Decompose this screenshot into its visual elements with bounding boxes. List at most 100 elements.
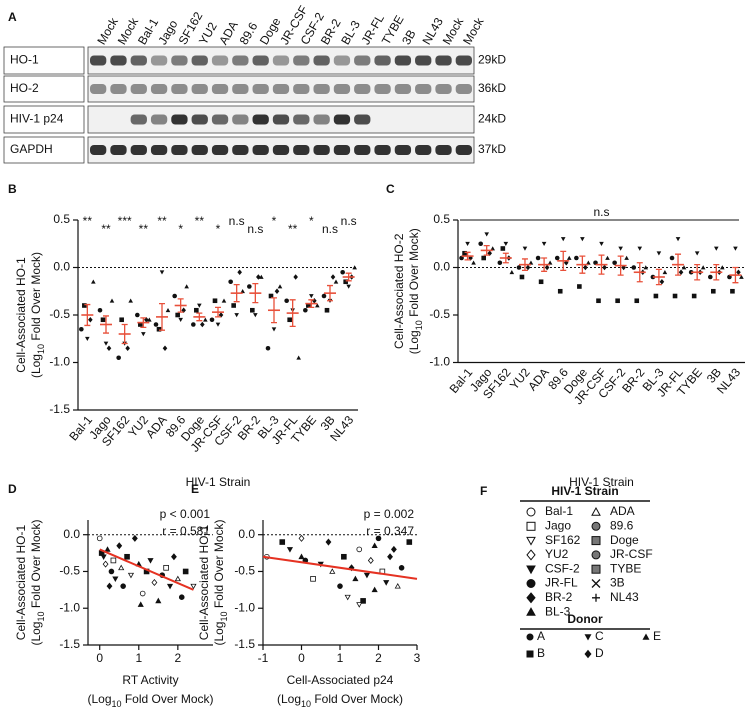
point — [566, 255, 572, 260]
y-label: Cell-Associated HO-1 — [197, 524, 211, 640]
band — [354, 55, 371, 66]
point — [100, 554, 107, 560]
point — [88, 316, 93, 323]
point — [106, 582, 113, 590]
point — [203, 317, 208, 322]
x-tick-label: 3 — [414, 651, 421, 665]
error-bar — [675, 253, 682, 276]
y-tick-label: 0.0 — [433, 260, 450, 274]
point — [356, 546, 363, 553]
y-tick-label: -1.5 — [59, 637, 80, 651]
point — [659, 278, 665, 285]
point — [497, 260, 503, 266]
x-tick-label: -1 — [258, 651, 269, 665]
point — [340, 269, 345, 275]
band — [110, 145, 127, 155]
point — [560, 237, 566, 242]
point — [274, 288, 280, 295]
point — [583, 264, 588, 271]
legend-symbol — [526, 579, 536, 588]
point — [509, 269, 515, 275]
point — [711, 288, 716, 294]
point — [174, 575, 181, 582]
point — [487, 250, 492, 257]
label-part: (Log — [29, 354, 43, 378]
point — [739, 274, 744, 279]
legend-symbol — [526, 565, 536, 575]
band — [272, 114, 290, 125]
error-bar — [177, 298, 184, 313]
label-part: Fold Over Mock) — [311, 692, 403, 706]
point — [103, 341, 109, 346]
significance: n.s — [593, 205, 609, 219]
point — [468, 255, 473, 261]
legend-label: TYBE — [610, 561, 641, 575]
point — [175, 312, 180, 318]
point — [612, 260, 617, 266]
point — [367, 556, 374, 564]
band — [232, 84, 249, 94]
point — [528, 260, 534, 265]
point — [178, 594, 185, 601]
point — [484, 232, 489, 237]
band — [252, 55, 269, 66]
error-bar — [636, 262, 643, 283]
y-tick-label: 0.0 — [238, 527, 255, 541]
band — [90, 84, 107, 94]
point — [363, 572, 371, 579]
point — [191, 322, 196, 327]
legend-label: E — [653, 629, 661, 643]
point — [344, 594, 351, 601]
legend-symbol — [591, 550, 601, 560]
point — [352, 575, 359, 582]
point — [286, 547, 294, 553]
legend-label: JR-FL — [545, 576, 578, 590]
label-part: (Log — [407, 330, 421, 354]
point — [96, 535, 103, 542]
band — [333, 145, 351, 155]
point — [656, 251, 662, 256]
point — [139, 590, 146, 597]
size-label: 24kD — [478, 112, 506, 126]
point — [375, 535, 382, 542]
band — [110, 84, 127, 94]
point — [333, 279, 339, 284]
point — [104, 546, 111, 552]
band — [272, 84, 290, 94]
point — [119, 317, 124, 323]
point — [586, 260, 591, 265]
band — [252, 114, 269, 125]
legend-symbol — [591, 521, 601, 531]
legend-symbol — [526, 650, 534, 658]
point — [681, 265, 687, 270]
band — [455, 145, 472, 155]
point — [79, 326, 84, 332]
axis-label-log: (Log10 Fold Over Mock) — [407, 228, 424, 354]
label-part: Fold Over Mock) — [407, 228, 421, 320]
point — [516, 265, 522, 270]
band — [293, 55, 310, 66]
point — [720, 265, 725, 270]
point — [162, 345, 168, 352]
y-tick-label: -1.0 — [234, 600, 255, 614]
band — [191, 84, 208, 94]
point — [574, 255, 579, 261]
point — [97, 307, 103, 313]
legend-symbol — [526, 521, 536, 531]
size-label: 29kD — [478, 53, 506, 67]
label-sub: 10 — [112, 699, 122, 709]
point — [599, 241, 604, 247]
lane-label: 89.6 — [237, 20, 261, 48]
legend-label: YU2 — [545, 547, 569, 561]
x-tick-label: 1 — [337, 651, 344, 665]
point — [714, 246, 719, 251]
band — [90, 55, 107, 66]
point — [268, 293, 274, 299]
size-label: 36kD — [478, 81, 506, 95]
point — [538, 279, 544, 285]
point — [125, 345, 130, 352]
point — [346, 284, 351, 289]
legend-symbol — [591, 506, 601, 516]
legend-label: SF162 — [545, 533, 581, 547]
panel-letter: F — [480, 484, 487, 498]
